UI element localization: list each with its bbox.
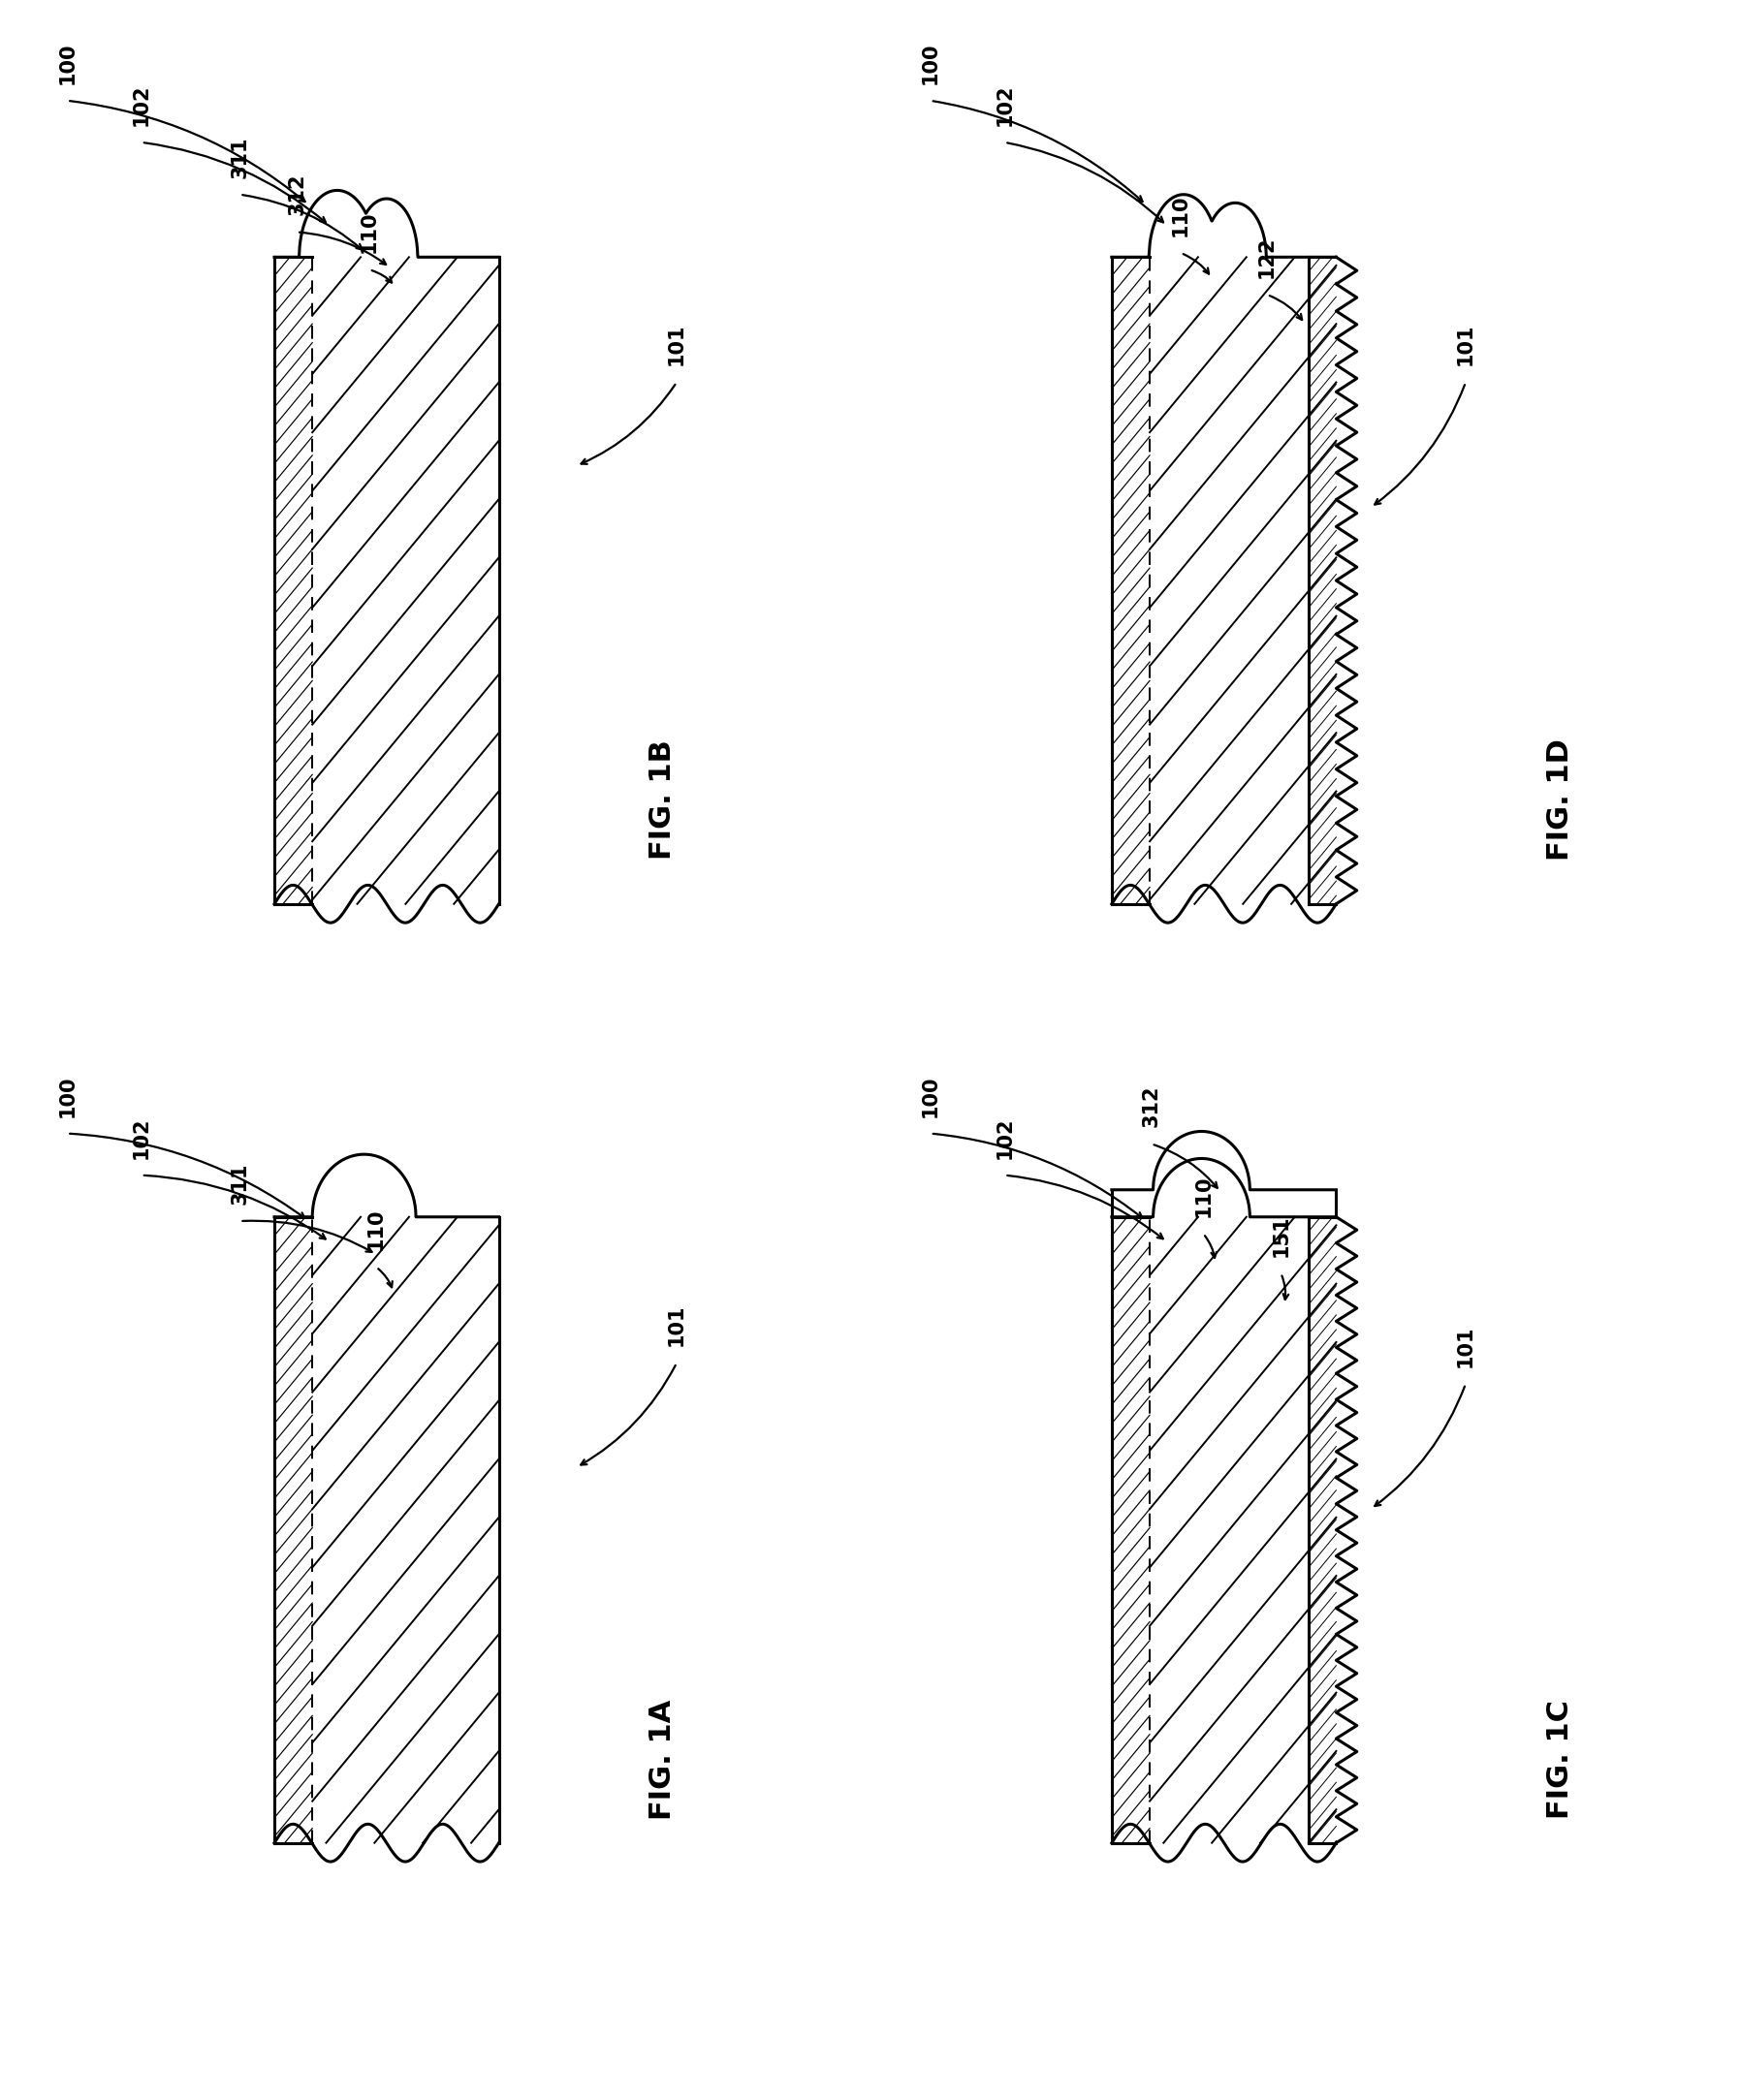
Text: 101: 101 (666, 1304, 686, 1346)
Text: 102: 102 (995, 1117, 1014, 1159)
Text: 312: 312 (1141, 1086, 1161, 1128)
Text: 102: 102 (132, 84, 151, 126)
Text: 101: 101 (1456, 1325, 1476, 1367)
Text: 100: 100 (920, 42, 940, 84)
Text: FIG. 1A: FIG. 1A (649, 1699, 677, 1819)
Text: 100: 100 (57, 1075, 77, 1117)
Text: FIG. 1B: FIG. 1B (649, 739, 677, 859)
Text: 110: 110 (360, 210, 379, 254)
Text: 100: 100 (57, 42, 77, 84)
Text: 102: 102 (132, 1117, 151, 1159)
Text: 311: 311 (230, 137, 249, 179)
Text: 122: 122 (1258, 235, 1277, 277)
Text: 110: 110 (1194, 1176, 1213, 1218)
Text: FIG. 1C: FIG. 1C (1547, 1699, 1575, 1819)
Text: 102: 102 (995, 84, 1014, 126)
Text: 311: 311 (230, 1163, 249, 1205)
Text: 151: 151 (1272, 1214, 1291, 1256)
Text: 100: 100 (920, 1075, 940, 1117)
Text: 101: 101 (666, 323, 686, 365)
Text: 110: 110 (1171, 195, 1190, 237)
Text: 312: 312 (287, 174, 306, 216)
Text: FIG. 1D: FIG. 1D (1547, 739, 1575, 861)
Text: 101: 101 (1456, 323, 1476, 365)
Text: 110: 110 (367, 1207, 386, 1250)
